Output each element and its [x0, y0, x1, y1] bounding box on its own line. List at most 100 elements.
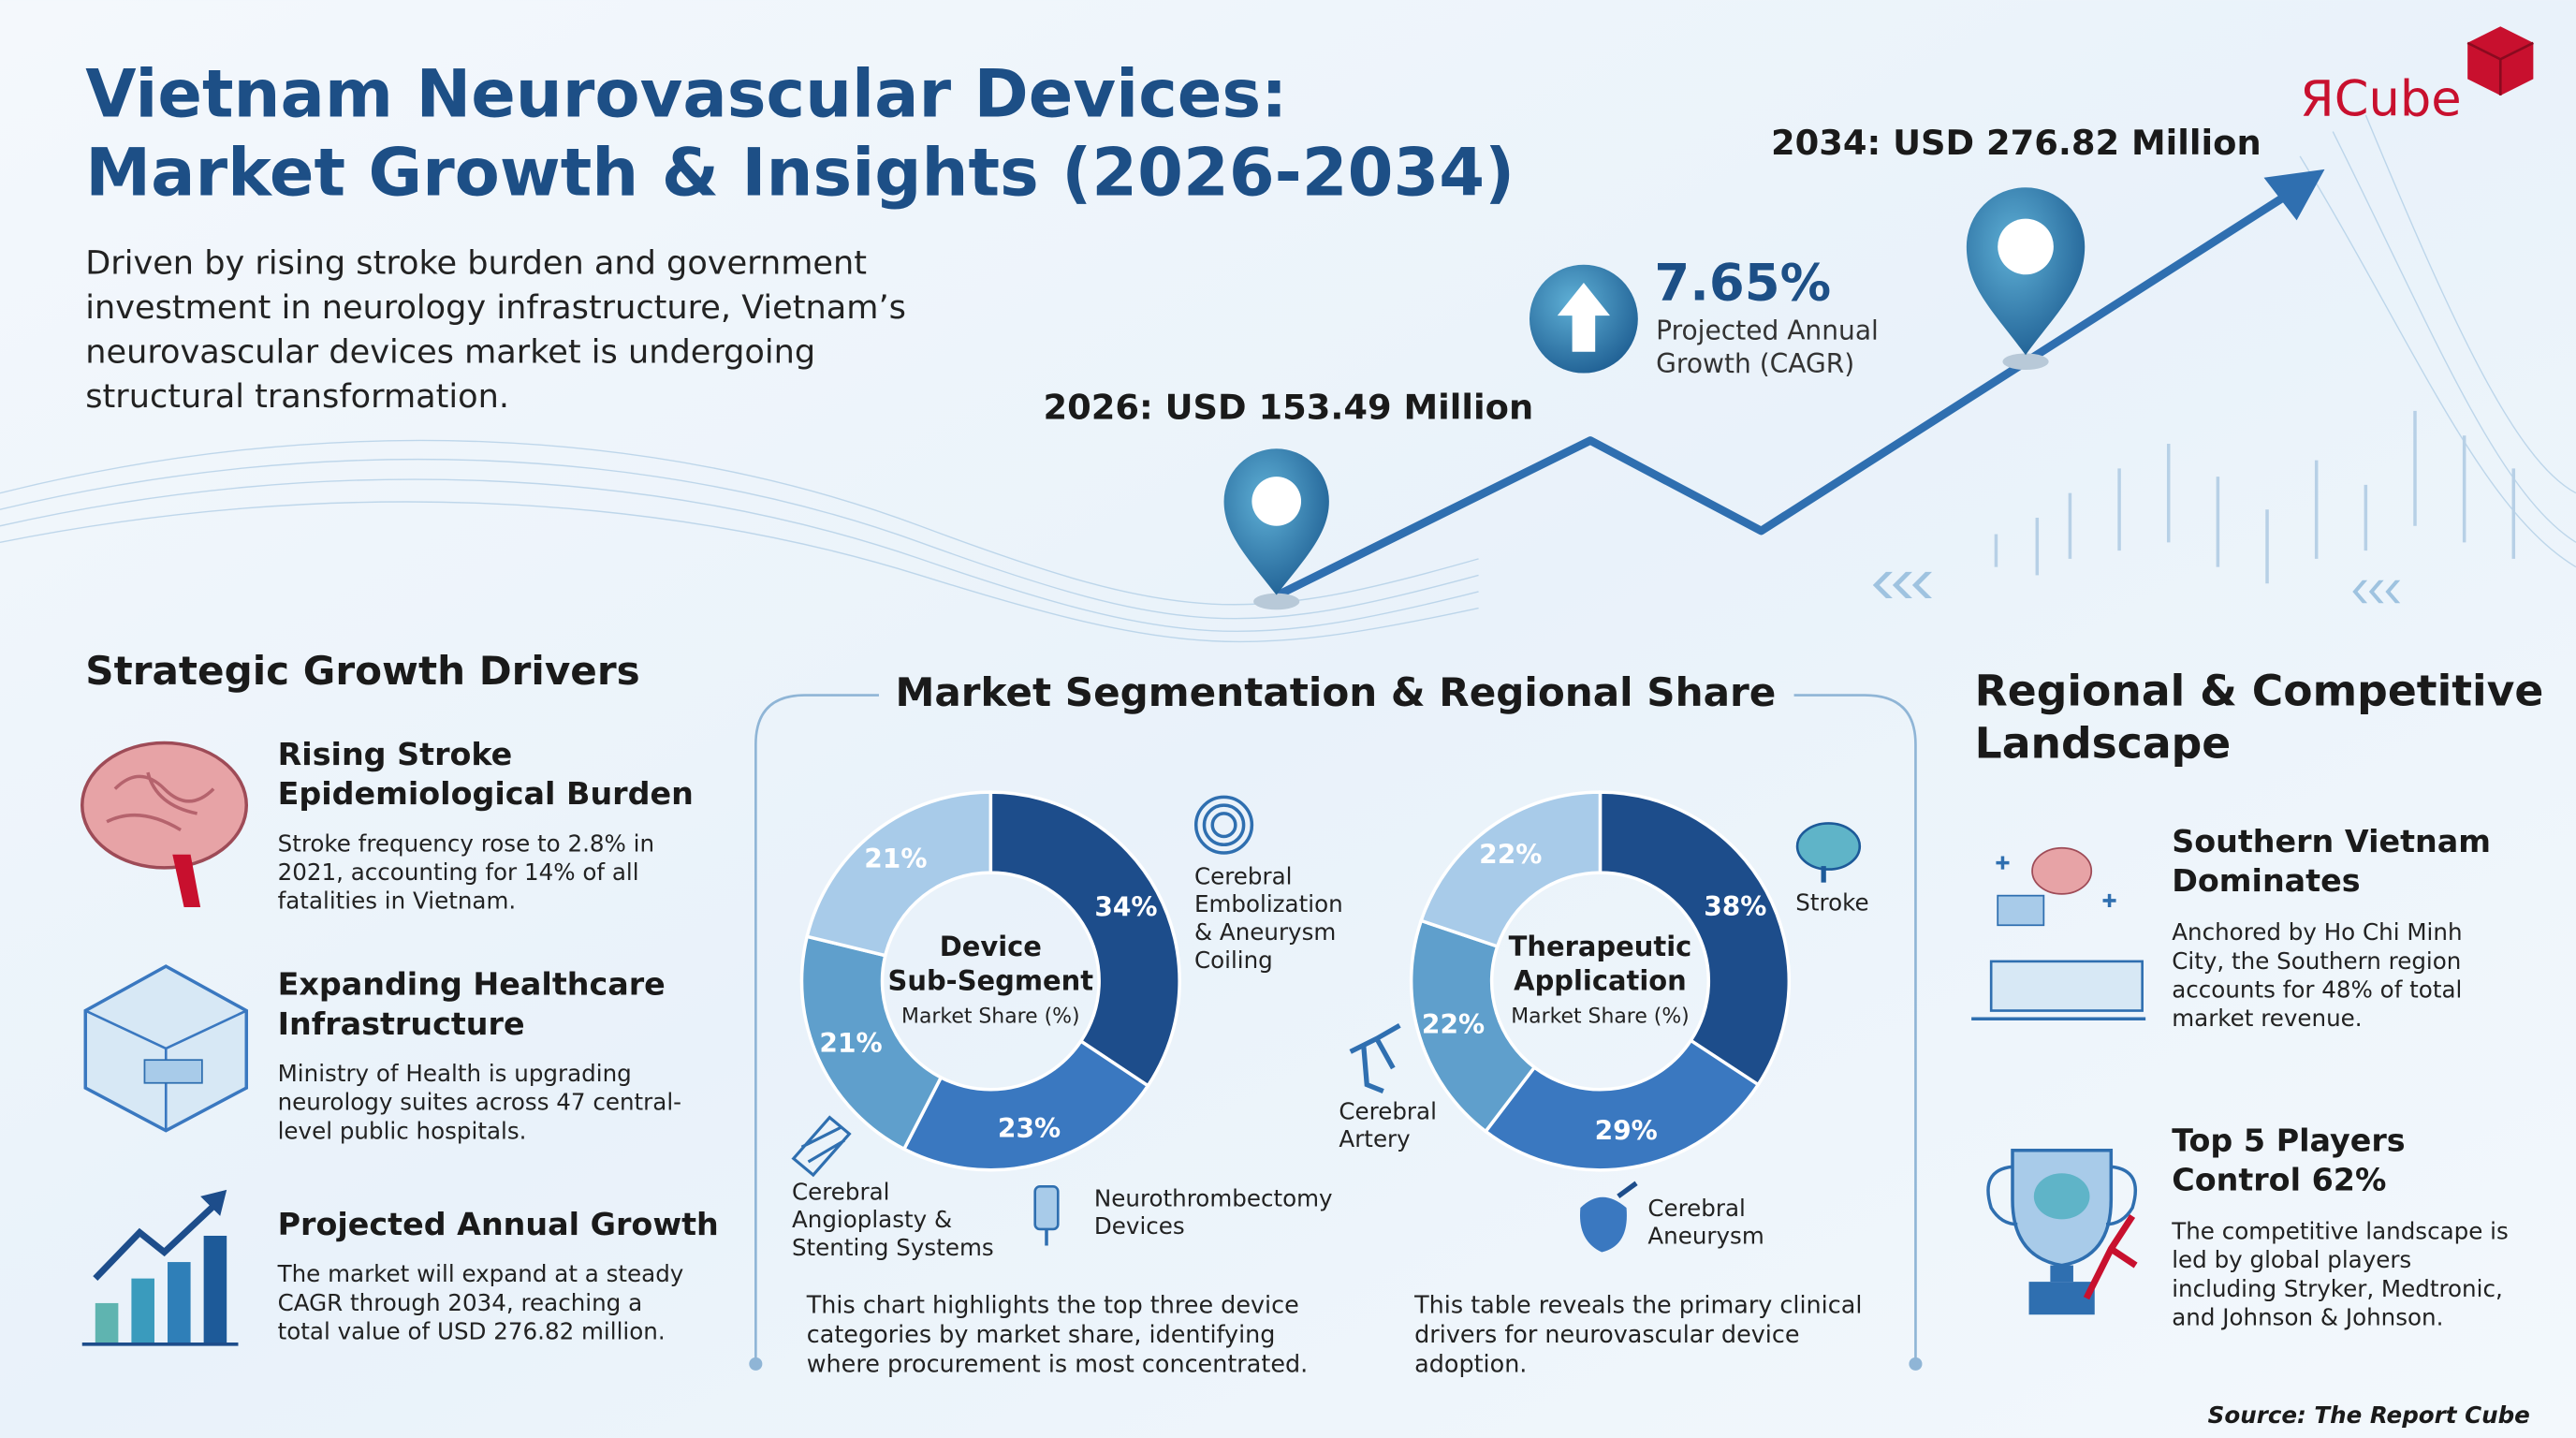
cagr-label: Projected Annual: [1656, 315, 1879, 346]
growth-arrowhead: [2263, 169, 2325, 221]
stroke-brain-icon: [1795, 822, 1862, 883]
regional-text: and Johnson & Johnson.: [2172, 1304, 2443, 1331]
donut-slice: [1598, 790, 1792, 1088]
slice-category: Stenting Systems: [792, 1234, 994, 1261]
driver-title: Infrastructure: [278, 1005, 525, 1042]
driver-title: Epidemiological Burden: [278, 775, 694, 812]
device-icon: [1033, 1185, 1060, 1246]
frame-dot: [749, 1357, 763, 1371]
section-title: Landscape: [1975, 718, 2232, 768]
stent-icon: [791, 1115, 852, 1178]
caption: drivers for neurovascular device: [1414, 1320, 1799, 1348]
wave-lines: [0, 114, 2576, 643]
hospital-icon: [83, 964, 249, 1133]
growth-bars-icon: [81, 1189, 239, 1346]
caption: This chart highlights the top three devi…: [806, 1290, 1299, 1318]
regional-title: Top 5 Players: [2172, 1122, 2405, 1158]
source: Source: The Report Cube: [2208, 1401, 2530, 1429]
regional-text: market revenue.: [2172, 1005, 2362, 1032]
regional-title: Control 62%: [2172, 1162, 2386, 1198]
regional-text: accounts for 48% of total: [2172, 976, 2462, 1003]
section-title: Market Segmentation & Regional Share: [895, 669, 1776, 715]
hospital-bed-icon: [1971, 846, 2146, 1021]
driver-text: total value of USD 276.82 million.: [278, 1318, 666, 1345]
brain-icon: [80, 741, 249, 907]
title: Vietnam Neurovascular Devices:: [85, 55, 1287, 132]
section-frame: [754, 694, 1917, 1364]
slice-label: 38%: [1704, 891, 1766, 922]
regional-text: Anchored by Ho Chi Minh: [2172, 918, 2462, 946]
donut-slice: [805, 790, 993, 958]
driver-text: The market will expand at a steady: [277, 1260, 684, 1287]
driver-title: Expanding Healthcare: [278, 966, 666, 1003]
donut-slice: [1419, 790, 1603, 949]
section-title: Strategic Growth Drivers: [85, 648, 639, 694]
slice-category: & Aneurysm: [1194, 918, 1336, 946]
donut-slice: [1483, 1038, 1761, 1172]
cagr-icon: [1530, 264, 1638, 374]
slice-category: Coiling: [1194, 946, 1273, 974]
regional-title: Dominates: [2172, 862, 2360, 899]
driver-text: 2021, accounting for 14% of all: [278, 858, 639, 886]
cagr-value: 7.65%: [1654, 254, 1831, 313]
donut-slice: [799, 934, 944, 1152]
donut-slice: [901, 1038, 1150, 1172]
slice-category: Cerebral: [1339, 1097, 1437, 1124]
end-value: 2034: USD 276.82 Million: [1771, 123, 2261, 163]
chart-title: Application: [1514, 965, 1687, 997]
logo: ЯCube: [2300, 71, 2462, 128]
slice-category: Angioplasty &: [792, 1206, 952, 1233]
cagr-label: Growth (CAGR): [1656, 348, 1854, 379]
driver-title: Projected Annual Growth: [278, 1206, 719, 1242]
caption: where procurement is most concentrated.: [807, 1350, 1308, 1378]
chart-title: Sub-Segment: [888, 965, 1094, 997]
slice-label: 22%: [1422, 1009, 1485, 1040]
trophy-icon: [1986, 1148, 2138, 1315]
driver-text: neurology suites across 47 central-: [278, 1089, 681, 1116]
slice-label: 23%: [998, 1113, 1061, 1144]
slice-label: 21%: [864, 844, 927, 874]
regional-title: Southern Vietnam: [2172, 823, 2491, 859]
start-value: 2026: USD 153.49 Million: [1043, 388, 1533, 428]
chart-subtitle: Market Share (%): [1511, 1005, 1689, 1029]
regional-text: including Stryker, Medtronic,: [2172, 1275, 2503, 1302]
chevrons: [1872, 571, 2401, 604]
logo-cube: [2466, 26, 2534, 95]
section-title: Regional & Competitive: [1975, 666, 2544, 715]
artery-icon: [1349, 1023, 1401, 1093]
driver-text: CAGR through 2034, reaching a: [278, 1289, 643, 1316]
slice-category: Artery: [1339, 1125, 1410, 1152]
caption: This table reveals the primary clinical: [1413, 1290, 1862, 1318]
slice-category: Cerebral: [1647, 1195, 1746, 1222]
chart-title: Therapeutic: [1509, 931, 1692, 962]
driver-text: Ministry of Health is upgrading: [278, 1060, 632, 1087]
caption: categories by market share, identifying: [807, 1320, 1276, 1348]
driver-title: Rising Stroke: [278, 736, 513, 772]
slice-label: 29%: [1595, 1116, 1658, 1147]
slice-category: Cerebral: [792, 1178, 890, 1205]
slice-category: Embolization: [1194, 890, 1343, 917]
driver-text: fatalities in Vietnam.: [278, 888, 517, 915]
title: Market Growth & Insights (2026-2034): [85, 135, 1515, 212]
donut-slice: [988, 790, 1181, 1089]
slice-label: 34%: [1094, 891, 1157, 922]
candles: [1994, 410, 2516, 584]
regional-text: The competitive landscape is: [2171, 1217, 2509, 1244]
driver-text: Stroke frequency rose to 2.8% in: [278, 829, 654, 857]
slice-category: Cerebral: [1194, 862, 1293, 889]
aneurysm-icon: [1579, 1181, 1638, 1253]
subtitle: Driven by rising stroke burden and gover…: [85, 244, 867, 283]
slice-label: 22%: [1479, 840, 1542, 871]
slice-label: 21%: [819, 1028, 882, 1059]
donut-slice: [1409, 918, 1537, 1134]
coil-icon: [1193, 795, 1254, 855]
pin-2026: [1223, 448, 1329, 610]
slice-category: Stroke: [1795, 888, 1868, 916]
chart-title: Device: [940, 931, 1042, 962]
slice-category: Aneurysm: [1647, 1223, 1764, 1250]
caption: adoption.: [1414, 1350, 1527, 1378]
pin-2034: [1966, 187, 2086, 371]
slice-category: Neurothrombectomy: [1094, 1184, 1333, 1211]
